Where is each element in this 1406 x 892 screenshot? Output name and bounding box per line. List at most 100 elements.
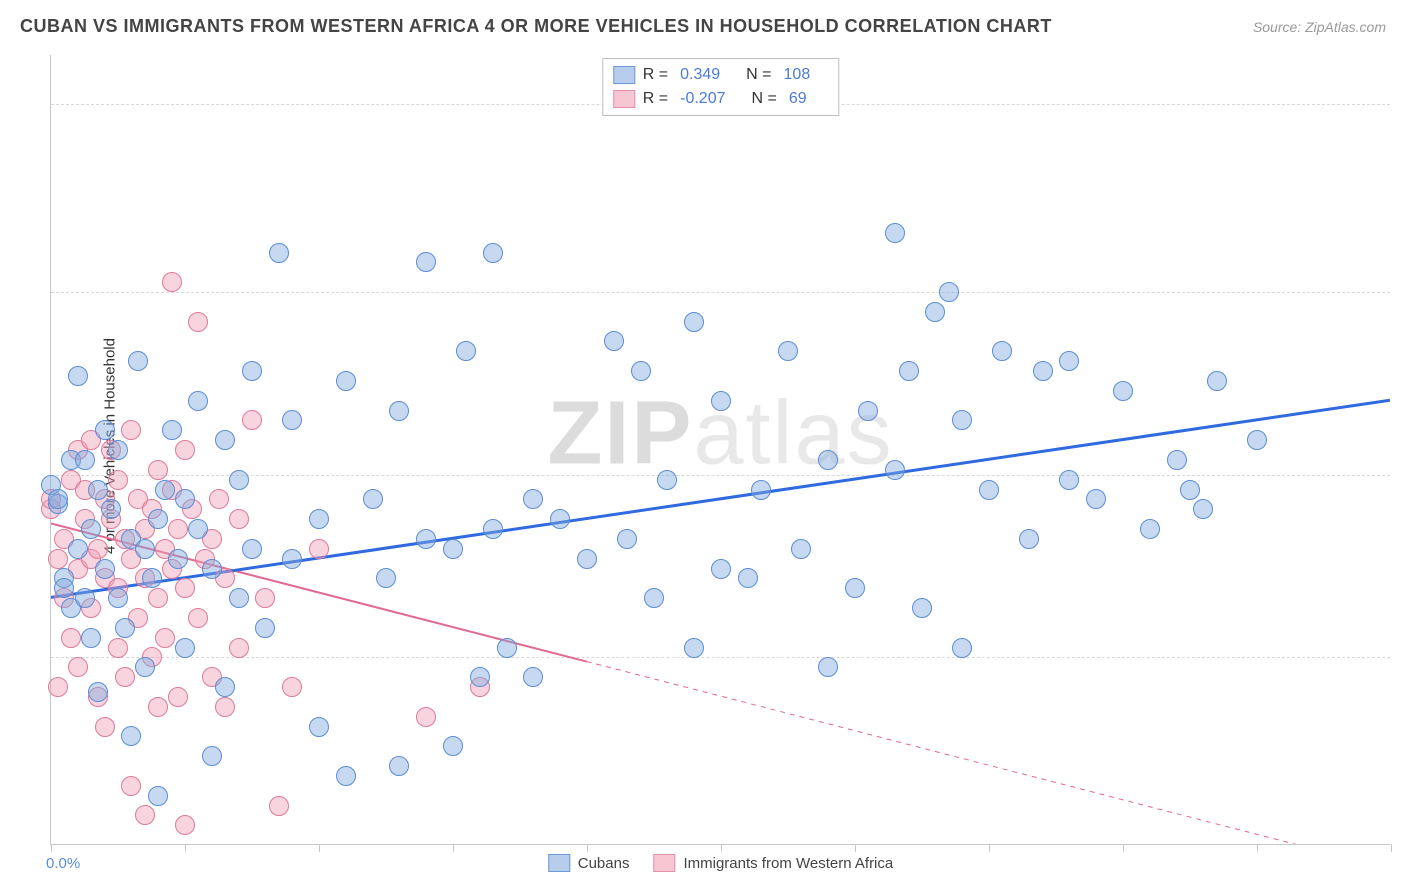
x-tick — [1123, 844, 1124, 852]
series-legend: Cubans Immigrants from Western Africa — [548, 854, 893, 872]
scatter-point-blue — [483, 519, 503, 539]
legend-row: R =-0.207 N =69 — [613, 87, 828, 111]
scatter-point-blue — [845, 578, 865, 598]
scatter-point-blue — [148, 786, 168, 806]
scatter-point-blue — [778, 341, 798, 361]
legend-swatch — [613, 90, 635, 108]
scatter-point-pink — [48, 677, 68, 697]
scatter-point-blue — [81, 519, 101, 539]
scatter-point-blue — [416, 252, 436, 272]
scatter-point-blue — [135, 539, 155, 559]
scatter-point-blue — [992, 341, 1012, 361]
scatter-point-blue — [1059, 470, 1079, 490]
scatter-point-pink — [229, 638, 249, 658]
scatter-point-blue — [75, 588, 95, 608]
scatter-point-blue — [604, 331, 624, 351]
scatter-point-blue — [818, 657, 838, 677]
scatter-point-blue — [523, 489, 543, 509]
scatter-point-blue — [229, 470, 249, 490]
scatter-point-pink — [168, 519, 188, 539]
scatter-point-blue — [791, 539, 811, 559]
scatter-point-blue — [336, 766, 356, 786]
legend-swatch — [613, 66, 635, 84]
scatter-point-blue — [711, 559, 731, 579]
scatter-point-blue — [523, 667, 543, 687]
scatter-point-blue — [497, 638, 517, 658]
scatter-point-blue — [54, 578, 74, 598]
scatter-point-blue — [95, 420, 115, 440]
scatter-point-blue — [363, 489, 383, 509]
chart-plot-area: ZIPatlas 3.8%7.5%11.2%15.0% R =0.349 N =… — [50, 55, 1390, 845]
scatter-point-blue — [1059, 351, 1079, 371]
scatter-point-pink — [68, 657, 88, 677]
scatter-point-blue — [631, 361, 651, 381]
scatter-point-blue — [858, 401, 878, 421]
scatter-point-pink — [155, 628, 175, 648]
scatter-point-pink — [61, 628, 81, 648]
scatter-point-pink — [95, 717, 115, 737]
scatter-point-blue — [188, 391, 208, 411]
legend-swatch — [653, 854, 675, 872]
scatter-point-pink — [229, 509, 249, 529]
legend-item: Immigrants from Western Africa — [653, 854, 893, 872]
scatter-point-blue — [443, 539, 463, 559]
scatter-point-blue — [885, 223, 905, 243]
scatter-point-blue — [135, 657, 155, 677]
n-label: N = — [746, 63, 771, 87]
scatter-point-blue — [101, 499, 121, 519]
scatter-point-blue — [202, 746, 222, 766]
scatter-point-blue — [108, 588, 128, 608]
scatter-point-blue — [925, 302, 945, 322]
scatter-point-blue — [168, 549, 188, 569]
scatter-point-blue — [1193, 499, 1213, 519]
scatter-point-blue — [899, 361, 919, 381]
n-label: N = — [752, 87, 777, 111]
scatter-point-pink — [88, 539, 108, 559]
scatter-point-blue — [242, 361, 262, 381]
scatter-point-blue — [1180, 480, 1200, 500]
scatter-point-pink — [121, 776, 141, 796]
r-label: R = — [643, 87, 668, 111]
scatter-point-blue — [128, 351, 148, 371]
scatter-point-blue — [711, 391, 731, 411]
scatter-point-blue — [242, 539, 262, 559]
legend-row: R =0.349 N =108 — [613, 63, 828, 87]
scatter-point-pink — [188, 312, 208, 332]
scatter-point-blue — [282, 549, 302, 569]
scatter-point-pink — [121, 420, 141, 440]
scatter-point-blue — [389, 401, 409, 421]
legend-item: Cubans — [548, 854, 630, 872]
scatter-point-pink — [115, 667, 135, 687]
x-tick — [1257, 844, 1258, 852]
scatter-point-blue — [912, 598, 932, 618]
y-tick-label: 7.5% — [1395, 466, 1406, 483]
scatter-point-blue — [470, 667, 490, 687]
y-tick-label: 3.8% — [1395, 649, 1406, 666]
scatter-point-blue — [483, 243, 503, 263]
scatter-point-blue — [550, 509, 570, 529]
gridline — [51, 657, 1390, 658]
scatter-point-blue — [979, 480, 999, 500]
scatter-point-pink — [168, 687, 188, 707]
scatter-point-pink — [175, 578, 195, 598]
scatter-point-blue — [68, 366, 88, 386]
scatter-point-blue — [1086, 489, 1106, 509]
scatter-point-pink — [416, 707, 436, 727]
x-tick — [855, 844, 856, 852]
scatter-point-blue — [175, 638, 195, 658]
chart-title: CUBAN VS IMMIGRANTS FROM WESTERN AFRICA … — [20, 16, 1052, 37]
scatter-point-blue — [155, 480, 175, 500]
scatter-point-blue — [148, 509, 168, 529]
scatter-point-blue — [376, 568, 396, 588]
scatter-point-blue — [657, 470, 677, 490]
scatter-point-blue — [1167, 450, 1187, 470]
scatter-point-blue — [1247, 430, 1267, 450]
scatter-point-pink — [108, 638, 128, 658]
scatter-point-blue — [309, 717, 329, 737]
scatter-point-blue — [644, 588, 664, 608]
scatter-point-blue — [684, 638, 704, 658]
x-tick — [989, 844, 990, 852]
scatter-point-blue — [416, 529, 436, 549]
scatter-point-blue — [142, 568, 162, 588]
scatter-point-blue — [68, 539, 88, 559]
